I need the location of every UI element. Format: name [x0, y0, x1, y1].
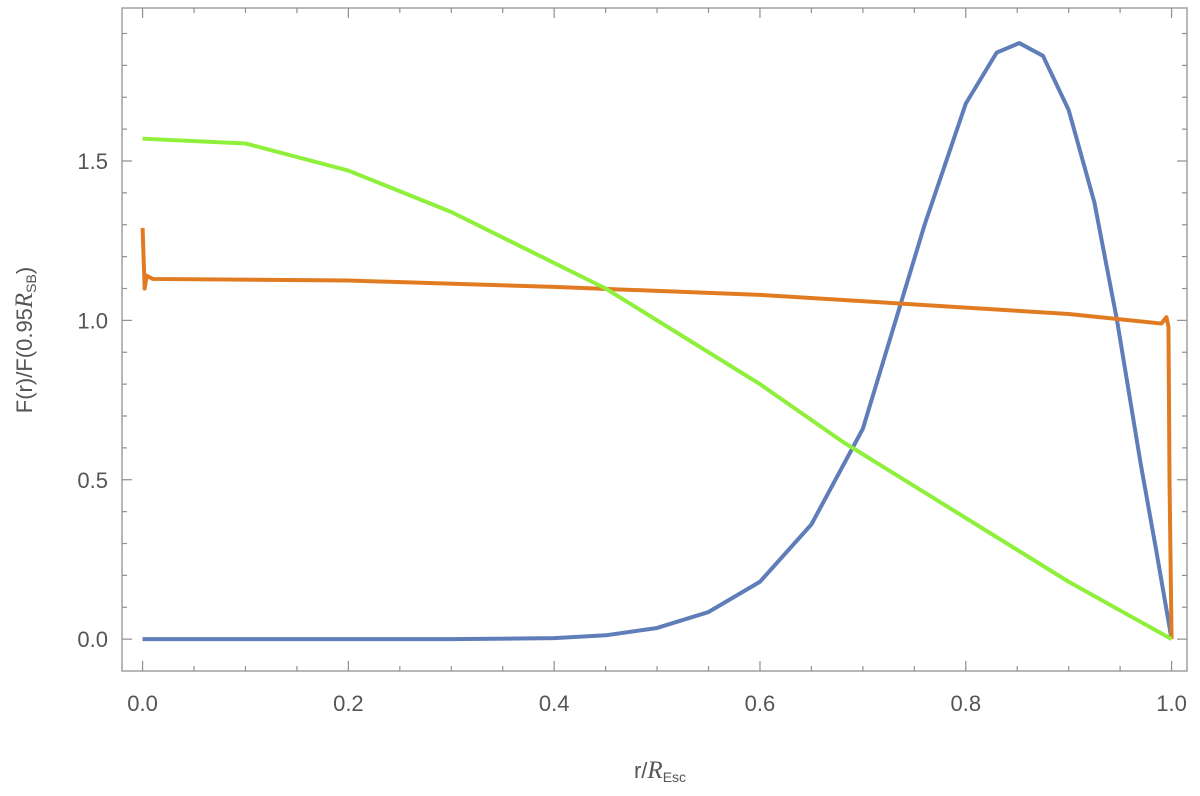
plot-frame	[121, 7, 1188, 672]
series-line	[142, 136, 1173, 641]
x-tick-label: 0.2	[333, 691, 364, 716]
y-tick-label: 0.5	[77, 468, 108, 493]
x-axis-label: r/REsc	[634, 757, 686, 785]
series-line	[142, 41, 1174, 642]
x-label-subscript: Esc	[663, 769, 686, 785]
y-label-symbol: R	[11, 293, 38, 309]
y-tick-label: 1.0	[77, 308, 108, 333]
y-tick-label: 0.0	[77, 627, 108, 652]
series-line	[140, 227, 1174, 640]
x-label-main: r/	[634, 758, 648, 783]
x-tick-label: 0.6	[745, 691, 776, 716]
x-tick-label: 1.0	[1156, 691, 1187, 716]
x-tick-label: 0.8	[950, 691, 981, 716]
y-tick-label: 1.5	[77, 149, 108, 174]
x-tick-label: 0.0	[127, 691, 158, 716]
y-label-close: )	[12, 267, 37, 274]
y-label-main: F(r)/F(0.95	[12, 308, 37, 413]
x-tick-label: 0.4	[539, 691, 570, 716]
x-label-symbol: R	[646, 757, 662, 784]
y-axis-label: F(r)/F(0.95RSB)	[11, 267, 39, 413]
y-label-subscript: SB	[23, 274, 39, 293]
